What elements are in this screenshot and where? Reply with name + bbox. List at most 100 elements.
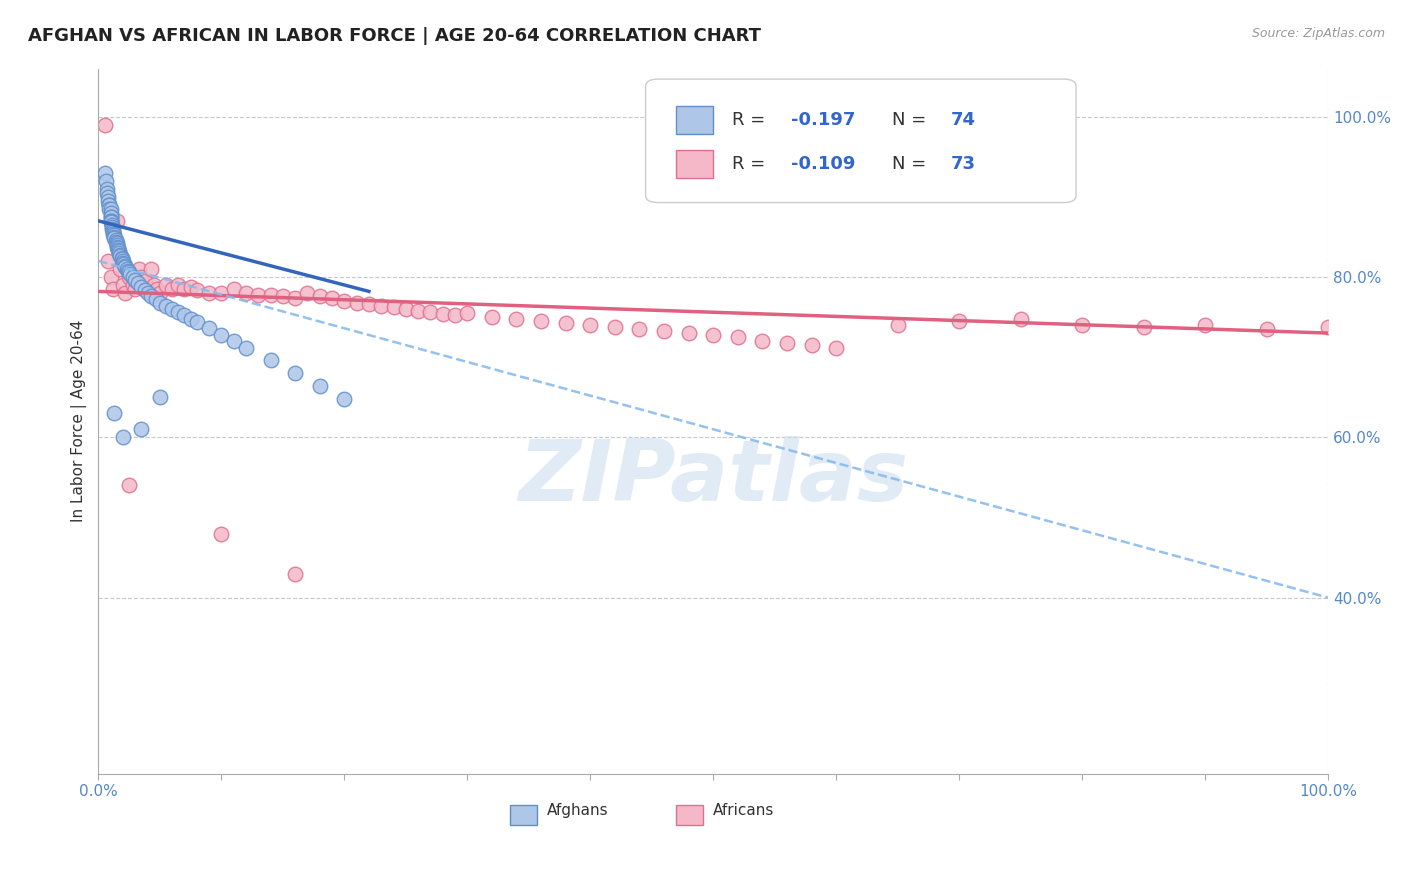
Text: Afghans: Afghans xyxy=(547,803,609,818)
Point xyxy=(308,289,330,303)
Point xyxy=(103,230,125,244)
Y-axis label: In Labor Force | Age 20-64: In Labor Force | Age 20-64 xyxy=(72,320,87,523)
Point xyxy=(101,282,124,296)
Point xyxy=(121,269,143,284)
Point xyxy=(104,235,127,249)
Point xyxy=(104,233,127,247)
Point xyxy=(103,231,125,245)
Point xyxy=(1194,318,1216,332)
Text: Africans: Africans xyxy=(713,803,775,818)
Point xyxy=(346,295,368,310)
Point xyxy=(110,262,132,277)
Point xyxy=(173,309,195,323)
Point xyxy=(134,283,156,297)
Point xyxy=(128,262,150,277)
Point xyxy=(209,526,232,541)
Point xyxy=(136,285,159,300)
Point xyxy=(419,305,441,319)
Point xyxy=(530,314,553,328)
Point xyxy=(124,273,146,287)
Point xyxy=(333,392,356,406)
Point xyxy=(235,285,257,300)
Point xyxy=(628,322,651,336)
Point xyxy=(100,206,122,220)
Point xyxy=(1256,322,1278,336)
Point xyxy=(198,285,221,300)
Point xyxy=(284,291,307,305)
Point xyxy=(155,277,177,292)
Point xyxy=(145,293,167,307)
Point xyxy=(96,186,118,200)
Point xyxy=(108,246,131,260)
Point xyxy=(111,251,134,265)
Point xyxy=(271,289,294,303)
Point xyxy=(678,326,700,340)
Point xyxy=(180,279,202,293)
Point xyxy=(800,338,823,352)
Point xyxy=(259,287,281,301)
Point xyxy=(101,220,124,235)
Point xyxy=(105,214,128,228)
Point xyxy=(222,282,245,296)
Point xyxy=(198,321,221,335)
Point xyxy=(114,259,136,273)
Point xyxy=(101,227,124,241)
Point xyxy=(1317,319,1340,334)
Point xyxy=(100,214,122,228)
Point xyxy=(100,269,122,284)
FancyBboxPatch shape xyxy=(676,150,713,178)
Text: N =: N = xyxy=(891,111,932,129)
Point xyxy=(406,303,429,318)
Point xyxy=(107,243,129,257)
Point xyxy=(776,335,799,350)
Point xyxy=(297,285,319,300)
Point xyxy=(554,317,576,331)
Point xyxy=(395,301,418,316)
Point xyxy=(103,406,125,420)
Point xyxy=(131,422,153,436)
Point xyxy=(141,289,163,303)
Point xyxy=(160,301,183,316)
Point xyxy=(100,210,122,224)
Point xyxy=(111,254,134,268)
Point xyxy=(308,379,330,393)
Point xyxy=(167,277,190,292)
Point xyxy=(222,334,245,348)
Point xyxy=(101,223,124,237)
FancyBboxPatch shape xyxy=(676,805,703,825)
Point xyxy=(96,182,118,196)
Point xyxy=(149,285,172,300)
Text: -0.197: -0.197 xyxy=(790,111,855,129)
Text: -0.109: -0.109 xyxy=(790,155,855,173)
Point xyxy=(146,282,169,296)
Point xyxy=(97,254,120,268)
Point xyxy=(98,202,121,216)
Point xyxy=(702,327,724,342)
Point xyxy=(727,330,749,344)
Point xyxy=(131,269,153,284)
Point xyxy=(93,118,115,132)
Point xyxy=(136,282,159,296)
Point xyxy=(886,318,908,332)
Point xyxy=(149,390,172,404)
Point xyxy=(111,430,134,444)
Point xyxy=(101,222,124,236)
Point xyxy=(114,260,136,275)
Point xyxy=(444,309,467,323)
Point xyxy=(321,291,343,305)
FancyBboxPatch shape xyxy=(510,805,537,825)
Point xyxy=(124,282,146,296)
Point xyxy=(108,244,131,259)
Point xyxy=(284,566,307,581)
Point xyxy=(155,299,177,313)
Point xyxy=(186,283,208,297)
Point xyxy=(160,282,183,296)
Point xyxy=(118,478,141,492)
Point xyxy=(101,218,124,232)
Point xyxy=(101,225,124,239)
Point xyxy=(456,306,478,320)
Point xyxy=(652,325,675,339)
Point xyxy=(111,255,134,269)
Point xyxy=(115,262,138,277)
Point xyxy=(100,202,122,216)
